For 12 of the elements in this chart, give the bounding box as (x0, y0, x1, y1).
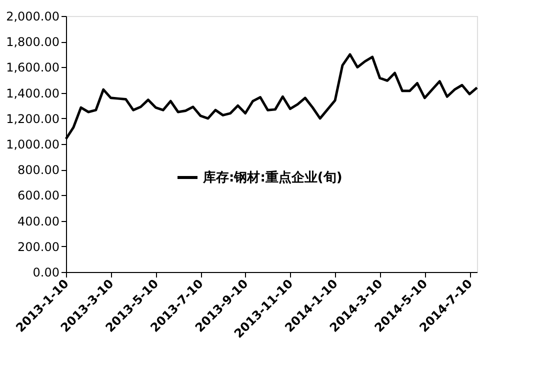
y-tick-label: 1,200.00 (6, 112, 60, 126)
y-tick-label: 1,600.00 (6, 60, 60, 75)
y-tick-label: 1,000.00 (6, 138, 60, 152)
y-tick-label: 200.00 (18, 240, 60, 254)
y-tick-label: 600.00 (18, 188, 60, 203)
y-tick-label: 2,000.00 (6, 10, 60, 24)
y-tick-label: 1,400.00 (6, 86, 60, 100)
y-tick-label: 1,800.00 (6, 35, 60, 50)
y-tick-label: 400.00 (18, 214, 60, 228)
legend-label: 库存:钢材:重点企业(旬) (202, 170, 342, 186)
y-tick-label: 0.00 (32, 266, 60, 280)
y-tick-label: 800.00 (18, 163, 60, 178)
